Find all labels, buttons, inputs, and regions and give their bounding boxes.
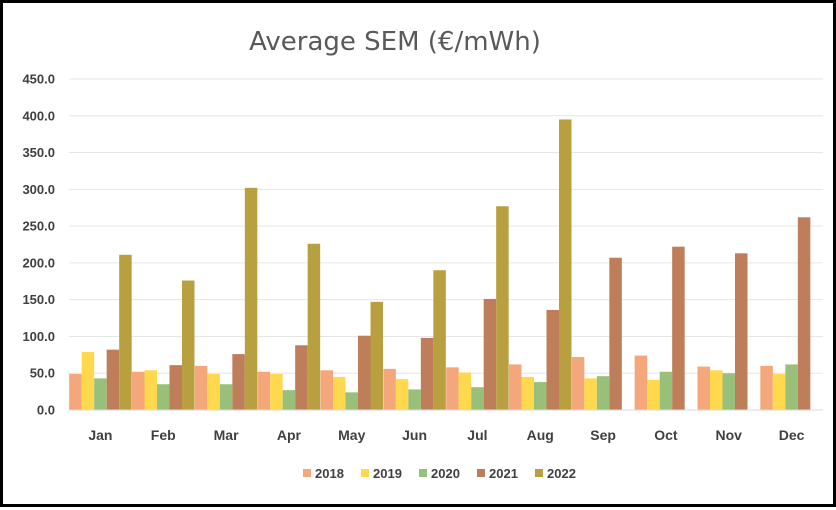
y-tick-label: 350.0 <box>22 145 55 160</box>
x-category-label: Nov <box>716 427 743 443</box>
x-category-label: Feb <box>151 427 176 443</box>
y-tick-label: 300.0 <box>22 182 55 197</box>
bar-2021-apr <box>295 345 308 410</box>
gridlines <box>69 78 823 374</box>
x-category-label: Aug <box>527 427 554 443</box>
x-category-label: Dec <box>779 427 805 443</box>
bar-2021-feb <box>169 365 182 410</box>
bar-2019-nov <box>710 370 723 410</box>
legend-swatch-2019 <box>361 469 369 477</box>
bar-2020-aug <box>534 382 547 410</box>
bar-2020-sep <box>596 376 610 410</box>
y-tick-label: 400.0 <box>22 108 55 123</box>
x-category-label: Sep <box>590 427 616 443</box>
legend-label: 2018 <box>315 466 344 481</box>
y-axis-ticks: 0.0 50.0 100.0 150.0 200.0 250.0 300.0 350.0 400… <box>22 72 55 418</box>
bar-2022-may <box>370 301 383 410</box>
bar-2018-mar <box>194 365 208 410</box>
bar-2019-may <box>333 376 346 410</box>
bar-2019-apr <box>270 373 283 410</box>
legend-label: 2022 <box>547 466 576 481</box>
bar-2020-may <box>345 392 358 410</box>
bar-2020-jan <box>94 378 107 410</box>
bar-2018-may <box>320 370 333 410</box>
legend-label: 2021 <box>489 466 518 481</box>
bar-2018-oct <box>634 355 648 410</box>
bar-2019-mar <box>207 373 220 410</box>
bar-2021-mar <box>232 354 245 410</box>
bar-2020-jun <box>408 389 421 410</box>
y-tick-label: 100.0 <box>22 329 55 344</box>
bar-2019-sep <box>584 378 597 410</box>
x-axis-categories: Jan Feb Mar Apr May Jun Jul Aug Sep Oct Nov Dec <box>88 427 804 443</box>
bar-2022-jun <box>433 270 446 410</box>
bars <box>69 119 811 410</box>
legend-swatch-2018 <box>303 469 311 477</box>
x-category-label: Oct <box>654 427 678 443</box>
bar-2022-mar <box>244 187 258 410</box>
y-tick-label: 450.0 <box>22 72 55 87</box>
bar-2021-jun <box>420 337 434 410</box>
bar-2021-may <box>358 335 371 410</box>
bar-2022-aug <box>559 119 572 410</box>
bar-2020-mar <box>219 384 233 410</box>
bar-2020-jul <box>471 387 484 410</box>
bar-2019-dec <box>772 373 786 410</box>
bar-2018-sep <box>571 357 585 410</box>
legend: 2018 2019 2020 2021 2022 <box>303 466 576 481</box>
x-category-label: Jun <box>402 427 427 443</box>
bar-2020-nov <box>722 373 735 410</box>
bar-2020-apr <box>282 390 296 410</box>
bar-2022-jan <box>119 254 132 410</box>
y-tick-label: 250.0 <box>22 219 55 234</box>
bar-2021-oct <box>672 246 685 410</box>
bar-2021-nov <box>735 253 748 410</box>
chart-title: Average SEM (€/mWh) <box>249 27 541 57</box>
legend-label: 2020 <box>431 466 460 481</box>
y-tick-label: 0.0 <box>37 403 55 418</box>
bar-2021-dec <box>797 217 811 410</box>
bar-2020-feb <box>157 384 170 410</box>
bar-2022-jul <box>496 206 509 410</box>
bar-2019-jan <box>81 351 95 410</box>
x-category-label: Jan <box>88 427 112 443</box>
bar-2018-jun <box>383 368 396 410</box>
bar-2018-apr <box>257 371 271 410</box>
bar-2021-aug <box>546 309 559 410</box>
bar-2019-feb <box>144 370 157 410</box>
y-tick-label: 150.0 <box>22 292 55 307</box>
x-category-label: Apr <box>277 427 302 443</box>
legend-swatch-2020 <box>419 469 427 477</box>
bar-2019-oct <box>647 379 660 410</box>
y-tick-label: 200.0 <box>22 255 55 270</box>
bar-2018-jul <box>446 367 459 410</box>
bar-2018-nov <box>697 366 710 410</box>
x-category-label: Mar <box>214 427 239 443</box>
bar-2018-jan <box>69 373 82 410</box>
x-category-label: May <box>338 427 365 443</box>
bar-2019-jul <box>458 372 472 410</box>
y-tick-label: 50.0 <box>30 366 55 381</box>
legend-swatch-2022 <box>535 469 543 477</box>
bar-2020-dec <box>785 364 798 410</box>
bar-2020-oct <box>659 371 673 410</box>
bar-2019-aug <box>521 376 534 410</box>
bar-2021-sep <box>609 257 622 410</box>
legend-label: 2019 <box>373 466 402 481</box>
bar-2018-aug <box>509 364 522 410</box>
legend-swatch-2021 <box>477 469 485 477</box>
bar-2018-dec <box>760 365 773 410</box>
bar-2021-jul <box>483 298 497 410</box>
bar-2019-jun <box>395 379 409 410</box>
bar-2022-apr <box>307 243 321 410</box>
x-category-label: Jul <box>467 427 487 443</box>
bar-2018-feb <box>132 371 145 410</box>
bar-2021-jan <box>106 349 120 410</box>
chart-canvas: Average SEM (€/mWh) 0.0 50.0 100.0 150.0 200… <box>22 27 823 481</box>
bar-2022-feb <box>182 280 195 410</box>
